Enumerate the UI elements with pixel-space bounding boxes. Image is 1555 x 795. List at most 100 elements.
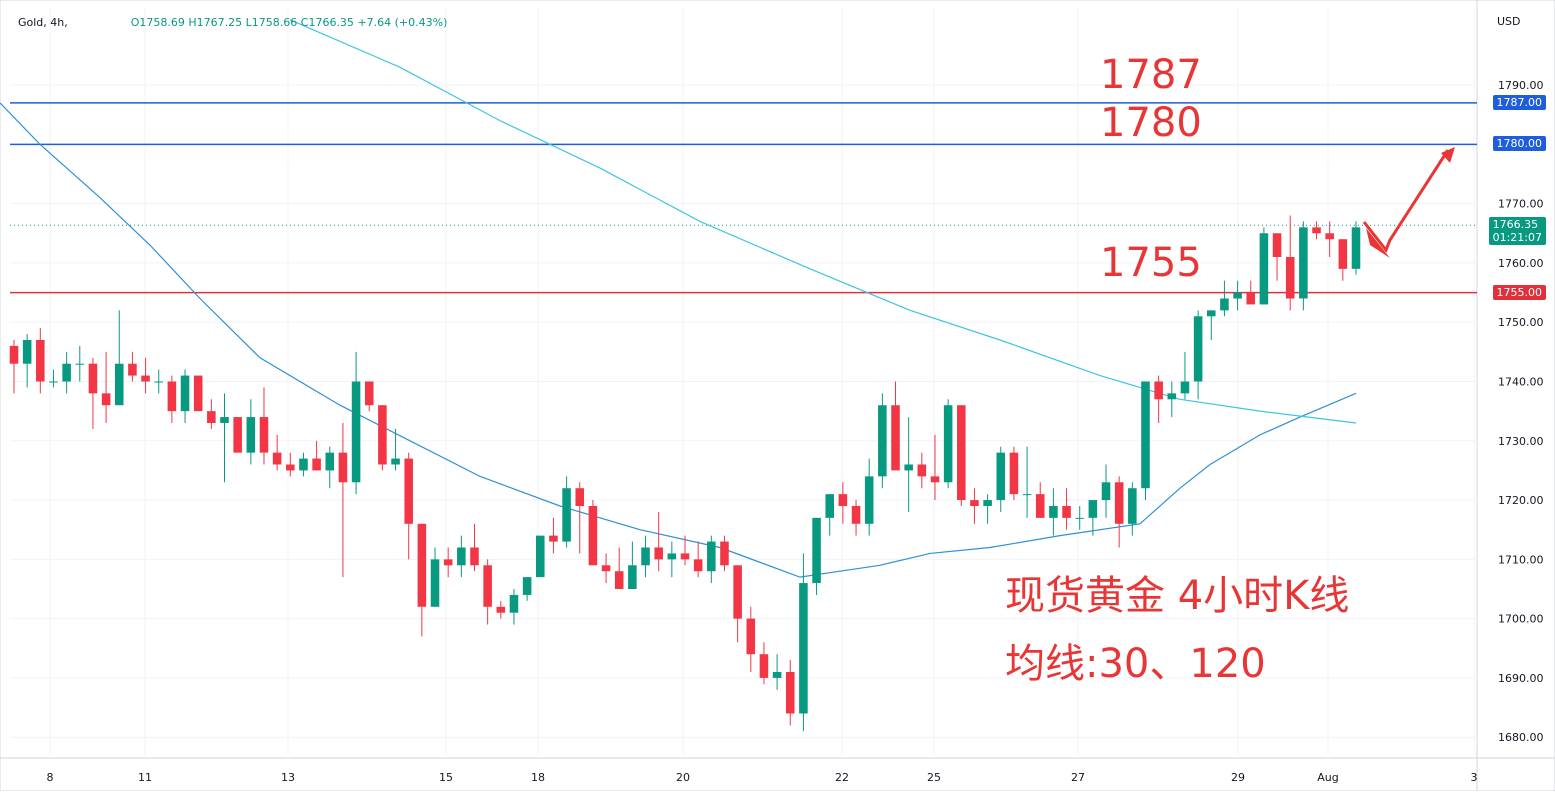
candle-body (522, 577, 532, 595)
candle-body (272, 452, 282, 465)
candle-body (88, 363, 98, 394)
date-tick-label: 13 (281, 771, 295, 784)
price-tick-label: 1790.00 (1498, 79, 1544, 92)
candle-body (101, 393, 111, 406)
date-tick-label: Aug (1317, 771, 1338, 784)
candle-body (351, 381, 361, 483)
candle-body (220, 417, 229, 423)
candle-body (1180, 381, 1190, 394)
caption-line-2: 均线:30、120 (1005, 641, 1266, 687)
candle-body (1167, 393, 1177, 400)
candle-body (193, 375, 203, 412)
candle-body (654, 547, 663, 560)
price-tick-label: 1720.00 (1498, 494, 1544, 507)
candle-body (917, 464, 927, 477)
candle-body (983, 500, 992, 506)
candle-body (996, 452, 1006, 501)
candle-body (312, 458, 321, 471)
candle-body (628, 565, 637, 589)
candle-body (1075, 517, 1084, 519)
candle-body (1312, 227, 1321, 234)
low-value: L1758.66 (245, 16, 298, 29)
candle-body (22, 340, 32, 364)
date-tick-label: 11 (138, 771, 152, 784)
candle-body (680, 553, 690, 560)
last-price-value: 1766.35 (1492, 218, 1539, 231)
candle-body (417, 523, 427, 607)
candle-body (720, 541, 729, 566)
date-tick-label: 3 (1471, 771, 1478, 784)
price-tick-label: 1700.00 (1498, 613, 1544, 626)
candle-body (75, 363, 85, 365)
label-1755: 1755 (1100, 240, 1202, 286)
candle-body (614, 571, 624, 589)
candle-body (180, 375, 190, 412)
candle-body (812, 517, 821, 584)
price-tick-label: 1740.00 (1498, 376, 1544, 389)
candle-body (246, 417, 256, 453)
candle-body (1128, 488, 1137, 524)
label-1780: 1780 (1100, 100, 1202, 146)
price-tag-1787: 1787.00 (1492, 95, 1546, 110)
candle-body (299, 458, 308, 471)
candle-body (286, 464, 295, 471)
candle-body (114, 363, 124, 406)
label-1787: 1787 (1100, 52, 1202, 98)
candle-body (443, 559, 453, 566)
candle-body (1285, 257, 1295, 299)
candle-body (799, 583, 808, 714)
countdown-value: 01:21:07 (1492, 231, 1542, 244)
candle-body (378, 405, 387, 465)
candle-body (943, 405, 953, 483)
candle-body (1246, 292, 1256, 305)
change-value: +7.64 (+0.43%) (357, 16, 448, 29)
candle-body (851, 506, 861, 524)
candle-body (391, 458, 400, 465)
candle-body (825, 494, 835, 518)
candle-body (878, 405, 887, 477)
candle-body (62, 363, 71, 382)
candle-body (733, 565, 742, 619)
candle-body (1351, 227, 1361, 269)
candle-body (457, 547, 466, 566)
candle-body (535, 535, 545, 578)
price-tick-label: 1750.00 (1498, 316, 1544, 329)
price-tick-label: 1730.00 (1498, 435, 1544, 448)
candle-body (930, 476, 940, 483)
candle-body (1299, 227, 1308, 299)
ma120-line (289, 19, 1357, 424)
date-tick-label: 8 (47, 771, 54, 784)
candle-body (128, 363, 137, 376)
date-tick-label: 25 (927, 771, 941, 784)
candle-body (1049, 506, 1058, 518)
price-tick-label: 1680.00 (1498, 731, 1544, 744)
candle-body (562, 488, 571, 542)
candle-body (1206, 310, 1216, 317)
candle-body (707, 541, 716, 572)
date-tick-label: 15 (439, 771, 453, 784)
candle-body (772, 672, 782, 678)
candle-body (601, 565, 611, 572)
ma30-line (0, 102, 1357, 578)
caption-line-1: 现货黄金 4小时K线 (1005, 573, 1350, 619)
candle-body (693, 559, 703, 572)
candle-body (575, 488, 585, 506)
candle-body (891, 405, 900, 471)
candle-body (167, 381, 177, 412)
candle-body (1154, 381, 1163, 400)
date-tick-label: 18 (531, 771, 545, 784)
candle-body (1220, 298, 1229, 311)
ohlc-legend: Gold, 4h, O1758.69 H1767.25 L1758.66 C17… (18, 16, 447, 29)
candle-body (233, 417, 242, 453)
candle-body (509, 594, 519, 613)
candle-body (364, 381, 374, 406)
candle-body (549, 535, 558, 542)
candle-body (325, 452, 335, 471)
projection-arrow-head (1441, 147, 1455, 163)
candle-body (1325, 233, 1334, 240)
candle-body (36, 340, 45, 382)
close-value: C1766.35 (300, 16, 354, 29)
date-tick-label: 29 (1231, 771, 1245, 784)
